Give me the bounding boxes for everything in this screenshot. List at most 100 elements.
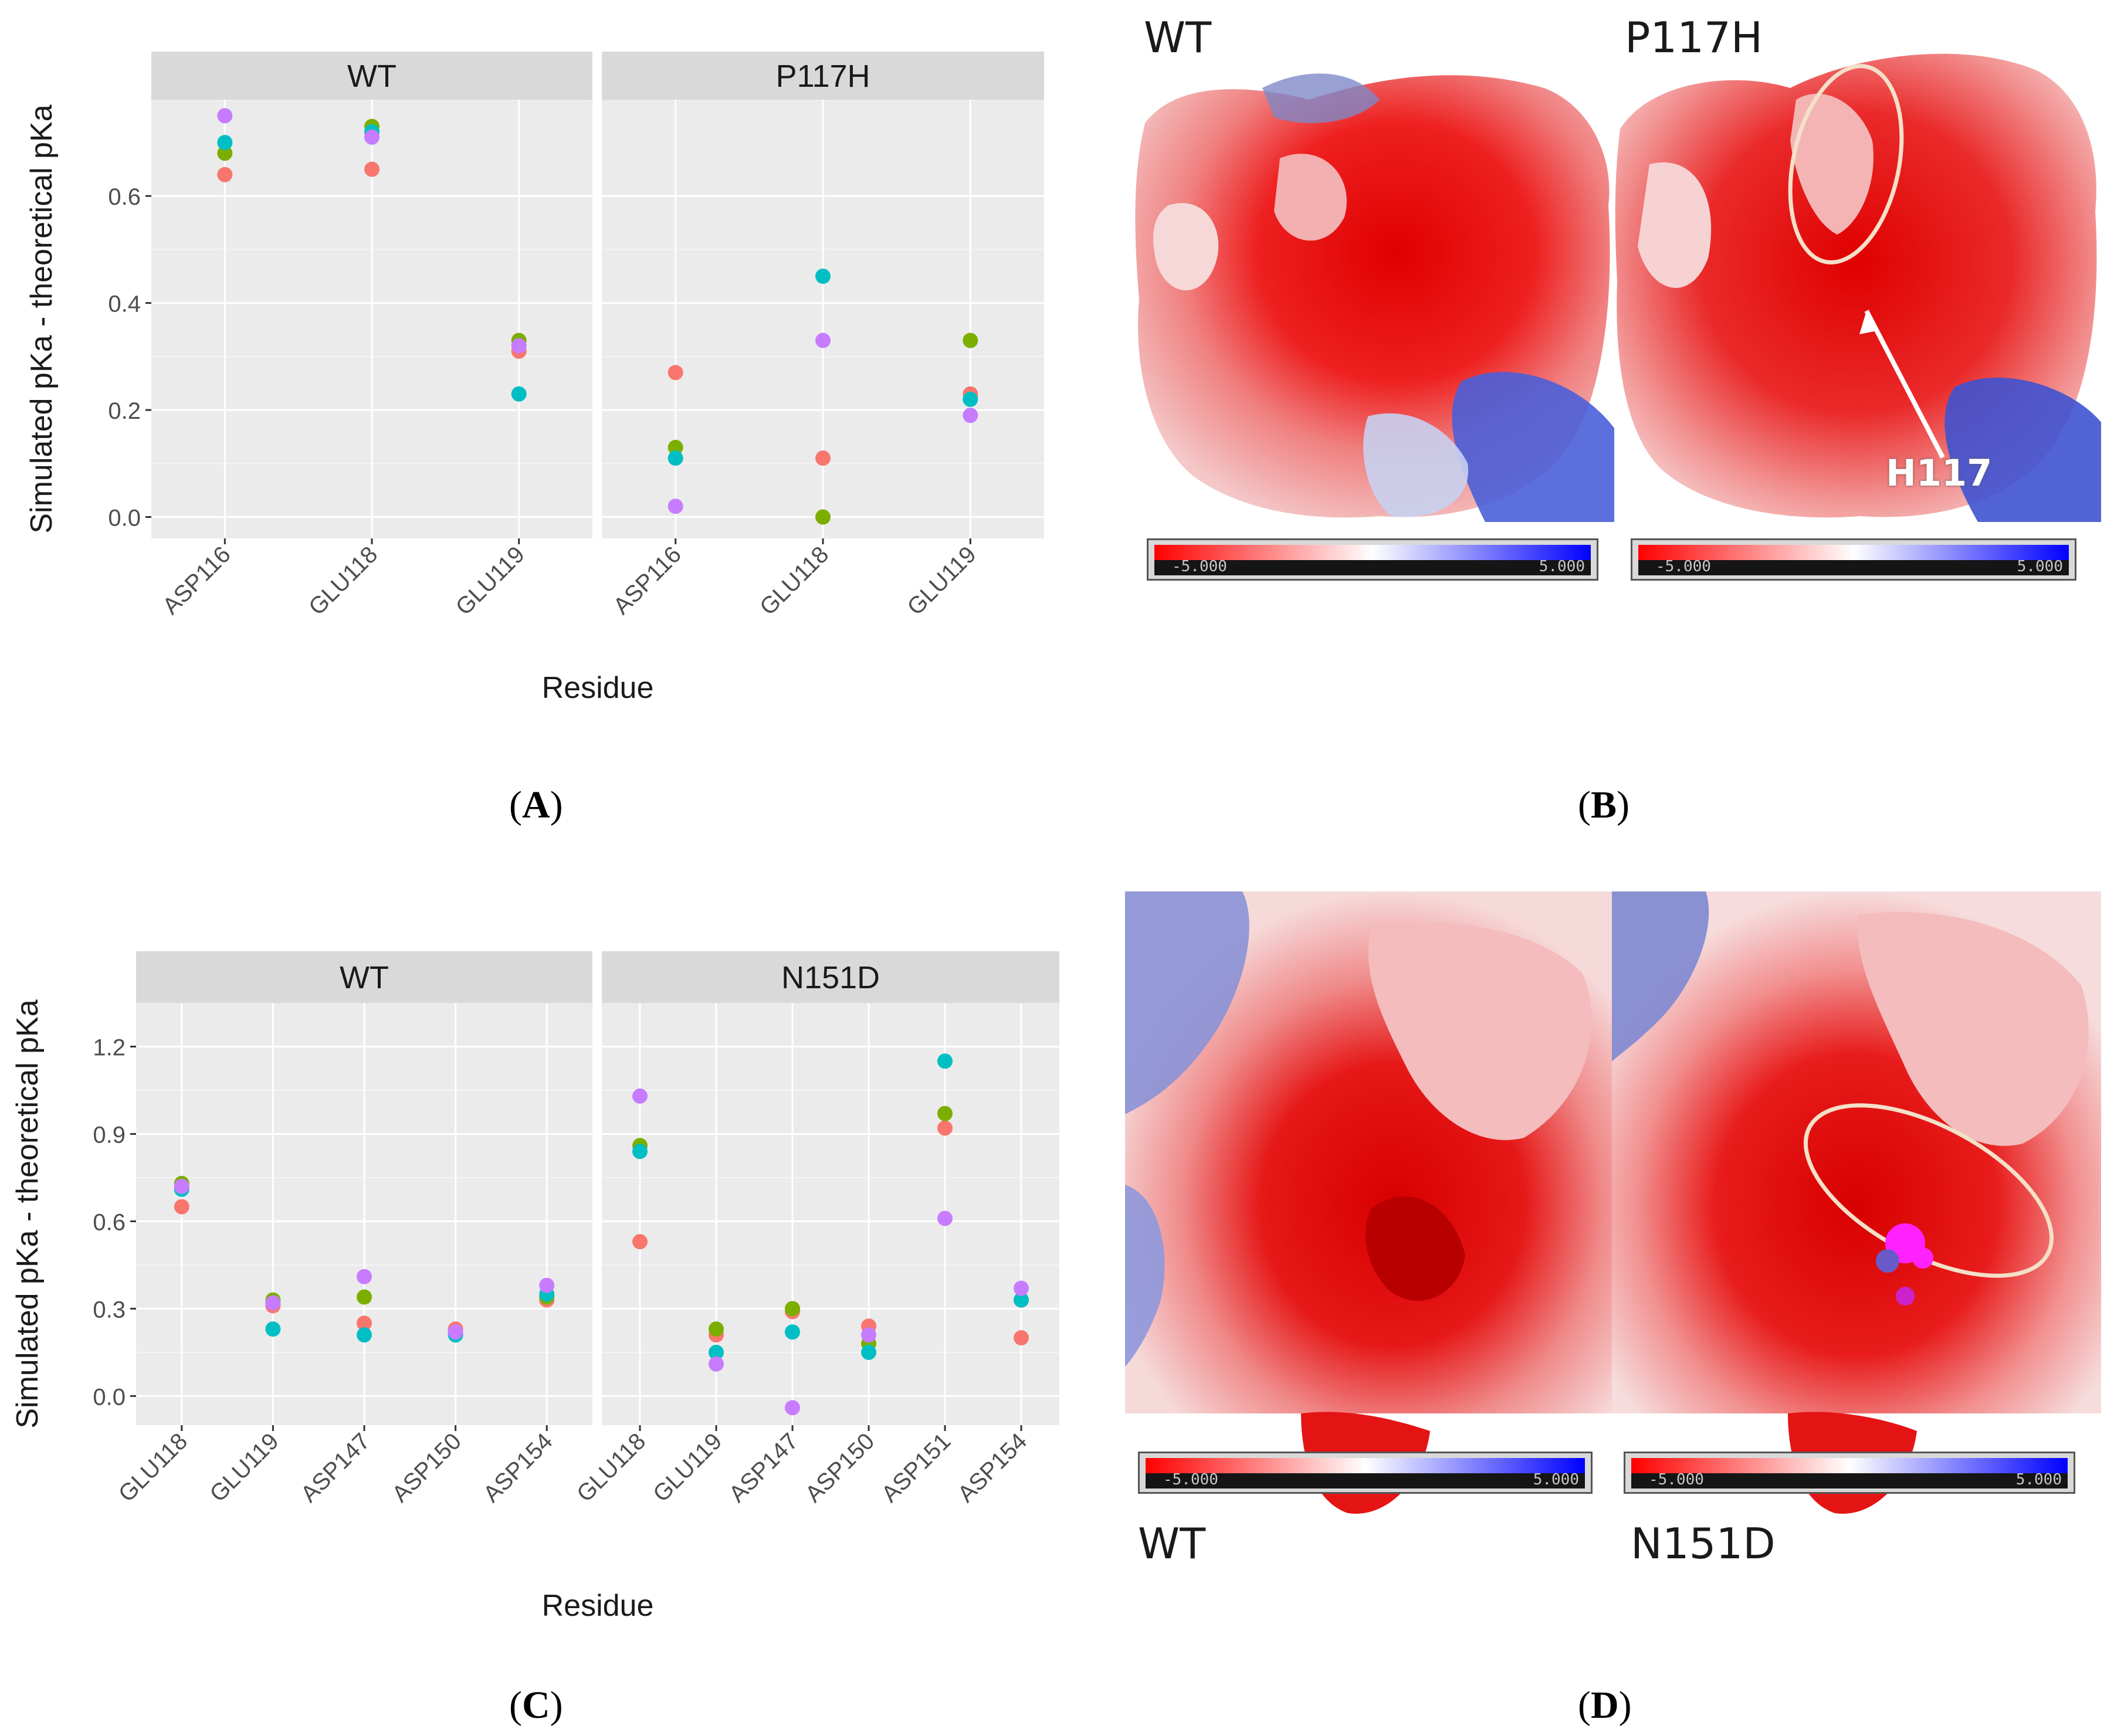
data-point bbox=[1014, 1280, 1029, 1296]
x-tick-label: GLU119 bbox=[205, 1428, 283, 1507]
facet-strip bbox=[602, 52, 1044, 100]
scale-min-label: -5.000 bbox=[1163, 1471, 1218, 1489]
data-point bbox=[1014, 1330, 1029, 1346]
data-point bbox=[861, 1344, 876, 1360]
data-point bbox=[785, 1400, 800, 1416]
x-tick-label: ASP147 bbox=[724, 1428, 803, 1507]
data-point bbox=[709, 1356, 724, 1372]
data-point bbox=[937, 1120, 953, 1136]
facet-title: N151D bbox=[781, 960, 880, 995]
y-tick-label: 0.9 bbox=[93, 1122, 126, 1148]
x-axis-label: Residue bbox=[542, 1589, 654, 1623]
x-tick-label: ASP116 bbox=[158, 541, 236, 619]
color-scale-b-left: -5.000 5.000 bbox=[1147, 538, 1598, 581]
data-point bbox=[217, 108, 233, 124]
data-point bbox=[668, 499, 683, 514]
surface-mutant-b bbox=[1614, 35, 2101, 522]
facet-strip bbox=[602, 951, 1059, 1003]
data-point bbox=[632, 1088, 648, 1104]
color-scale-gradient bbox=[1638, 545, 2069, 560]
data-point bbox=[815, 509, 831, 525]
x-tick-label: GLU119 bbox=[902, 541, 981, 620]
y-tick-label: 0.2 bbox=[108, 398, 141, 424]
scale-max-label: 5.000 bbox=[1539, 558, 1585, 575]
data-point bbox=[632, 1234, 648, 1250]
panel-label-d: (D) bbox=[1578, 1684, 1632, 1727]
data-point bbox=[668, 439, 683, 455]
data-point bbox=[174, 1199, 189, 1215]
surface-wt-d-render bbox=[1125, 891, 1612, 1537]
data-point bbox=[785, 1301, 800, 1317]
scale-min-label: -5.000 bbox=[1656, 558, 1711, 575]
data-point bbox=[632, 1144, 648, 1159]
x-tick-label: ASP150 bbox=[387, 1428, 466, 1507]
panel-label-c: (C) bbox=[509, 1684, 563, 1727]
color-scale-gradient bbox=[1154, 545, 1591, 560]
data-point bbox=[448, 1324, 463, 1340]
x-tick-label: ASP154 bbox=[479, 1428, 558, 1507]
facet-title: WT bbox=[340, 960, 389, 995]
data-point bbox=[709, 1321, 724, 1337]
annotation-h117: H117 bbox=[1886, 452, 1993, 494]
y-tick-label: 1.2 bbox=[93, 1035, 126, 1060]
data-point bbox=[357, 1327, 372, 1343]
data-point bbox=[357, 1269, 372, 1284]
data-point bbox=[357, 1315, 372, 1331]
data-point bbox=[364, 129, 380, 145]
color-scale-gradient bbox=[1631, 1458, 2068, 1473]
surface-wt-b bbox=[1133, 53, 1614, 522]
surface-mutant-b-render bbox=[1614, 35, 2101, 522]
facet-title: WT bbox=[347, 59, 397, 94]
surface-wt-d-title: WT bbox=[1138, 1519, 1206, 1568]
data-point bbox=[668, 365, 683, 381]
color-scale-d-left: -5.000 5.000 bbox=[1138, 1452, 1593, 1494]
data-point bbox=[217, 134, 233, 150]
surface-wt-b-render bbox=[1133, 53, 1614, 522]
data-point bbox=[511, 386, 527, 402]
y-tick-label: 0.4 bbox=[108, 291, 141, 317]
data-point bbox=[357, 1289, 372, 1305]
data-point bbox=[265, 1321, 281, 1337]
data-point bbox=[511, 338, 527, 354]
x-tick-label: ASP151 bbox=[876, 1428, 956, 1507]
chart-c: Simulated pKa - theoretical pKa Residue 0.… bbox=[11, 951, 1059, 1623]
color-scale-gradient bbox=[1146, 1458, 1585, 1473]
panel-label-b: (B) bbox=[1578, 784, 1629, 826]
facet-strip bbox=[151, 52, 592, 100]
x-tick-label: GLU119 bbox=[451, 541, 530, 620]
x-tick-label: ASP116 bbox=[608, 541, 686, 619]
surface-mutant-d-title: N151D bbox=[1631, 1519, 1776, 1568]
surface-wt-b-title: WT bbox=[1144, 13, 1212, 62]
data-point bbox=[668, 450, 683, 466]
y-tick-label: 0.6 bbox=[108, 184, 141, 210]
facet-title: P117H bbox=[775, 59, 870, 94]
y-axis-label: Simulated pKa - theoretical pKa bbox=[11, 999, 45, 1428]
data-point bbox=[815, 450, 831, 466]
data-point bbox=[937, 1211, 953, 1226]
y-tick-label: 0.0 bbox=[93, 1384, 126, 1410]
scale-max-label: 5.000 bbox=[2017, 558, 2063, 575]
data-point bbox=[937, 1106, 953, 1121]
y-axis-label: Simulated pKa - theoretical pKa bbox=[25, 104, 59, 533]
x-tick-label: ASP147 bbox=[296, 1428, 375, 1507]
data-point bbox=[963, 333, 978, 348]
x-tick-label: GLU118 bbox=[304, 541, 382, 620]
data-point bbox=[937, 1053, 953, 1069]
data-point bbox=[364, 161, 380, 177]
data-point bbox=[174, 1178, 189, 1194]
data-point bbox=[709, 1344, 724, 1360]
x-tick-label: GLU118 bbox=[755, 541, 834, 620]
data-point bbox=[217, 167, 233, 182]
facet-panel bbox=[602, 1003, 1059, 1425]
x-tick-label: GLU118 bbox=[114, 1428, 192, 1507]
x-tick-label: GLU118 bbox=[572, 1428, 651, 1507]
panel-label-a: (A) bbox=[509, 784, 563, 826]
x-tick-label: GLU119 bbox=[648, 1428, 727, 1507]
data-point bbox=[815, 333, 831, 348]
chart-a: Simulated pKa - theoretical pKa Residue 0.… bbox=[25, 52, 1044, 705]
x-axis-label: Residue bbox=[542, 671, 654, 705]
x-tick-label: ASP154 bbox=[953, 1428, 1032, 1507]
surface-mutant-d bbox=[1612, 891, 2101, 1537]
y-tick-label: 0.0 bbox=[108, 506, 141, 531]
data-point bbox=[963, 408, 978, 423]
